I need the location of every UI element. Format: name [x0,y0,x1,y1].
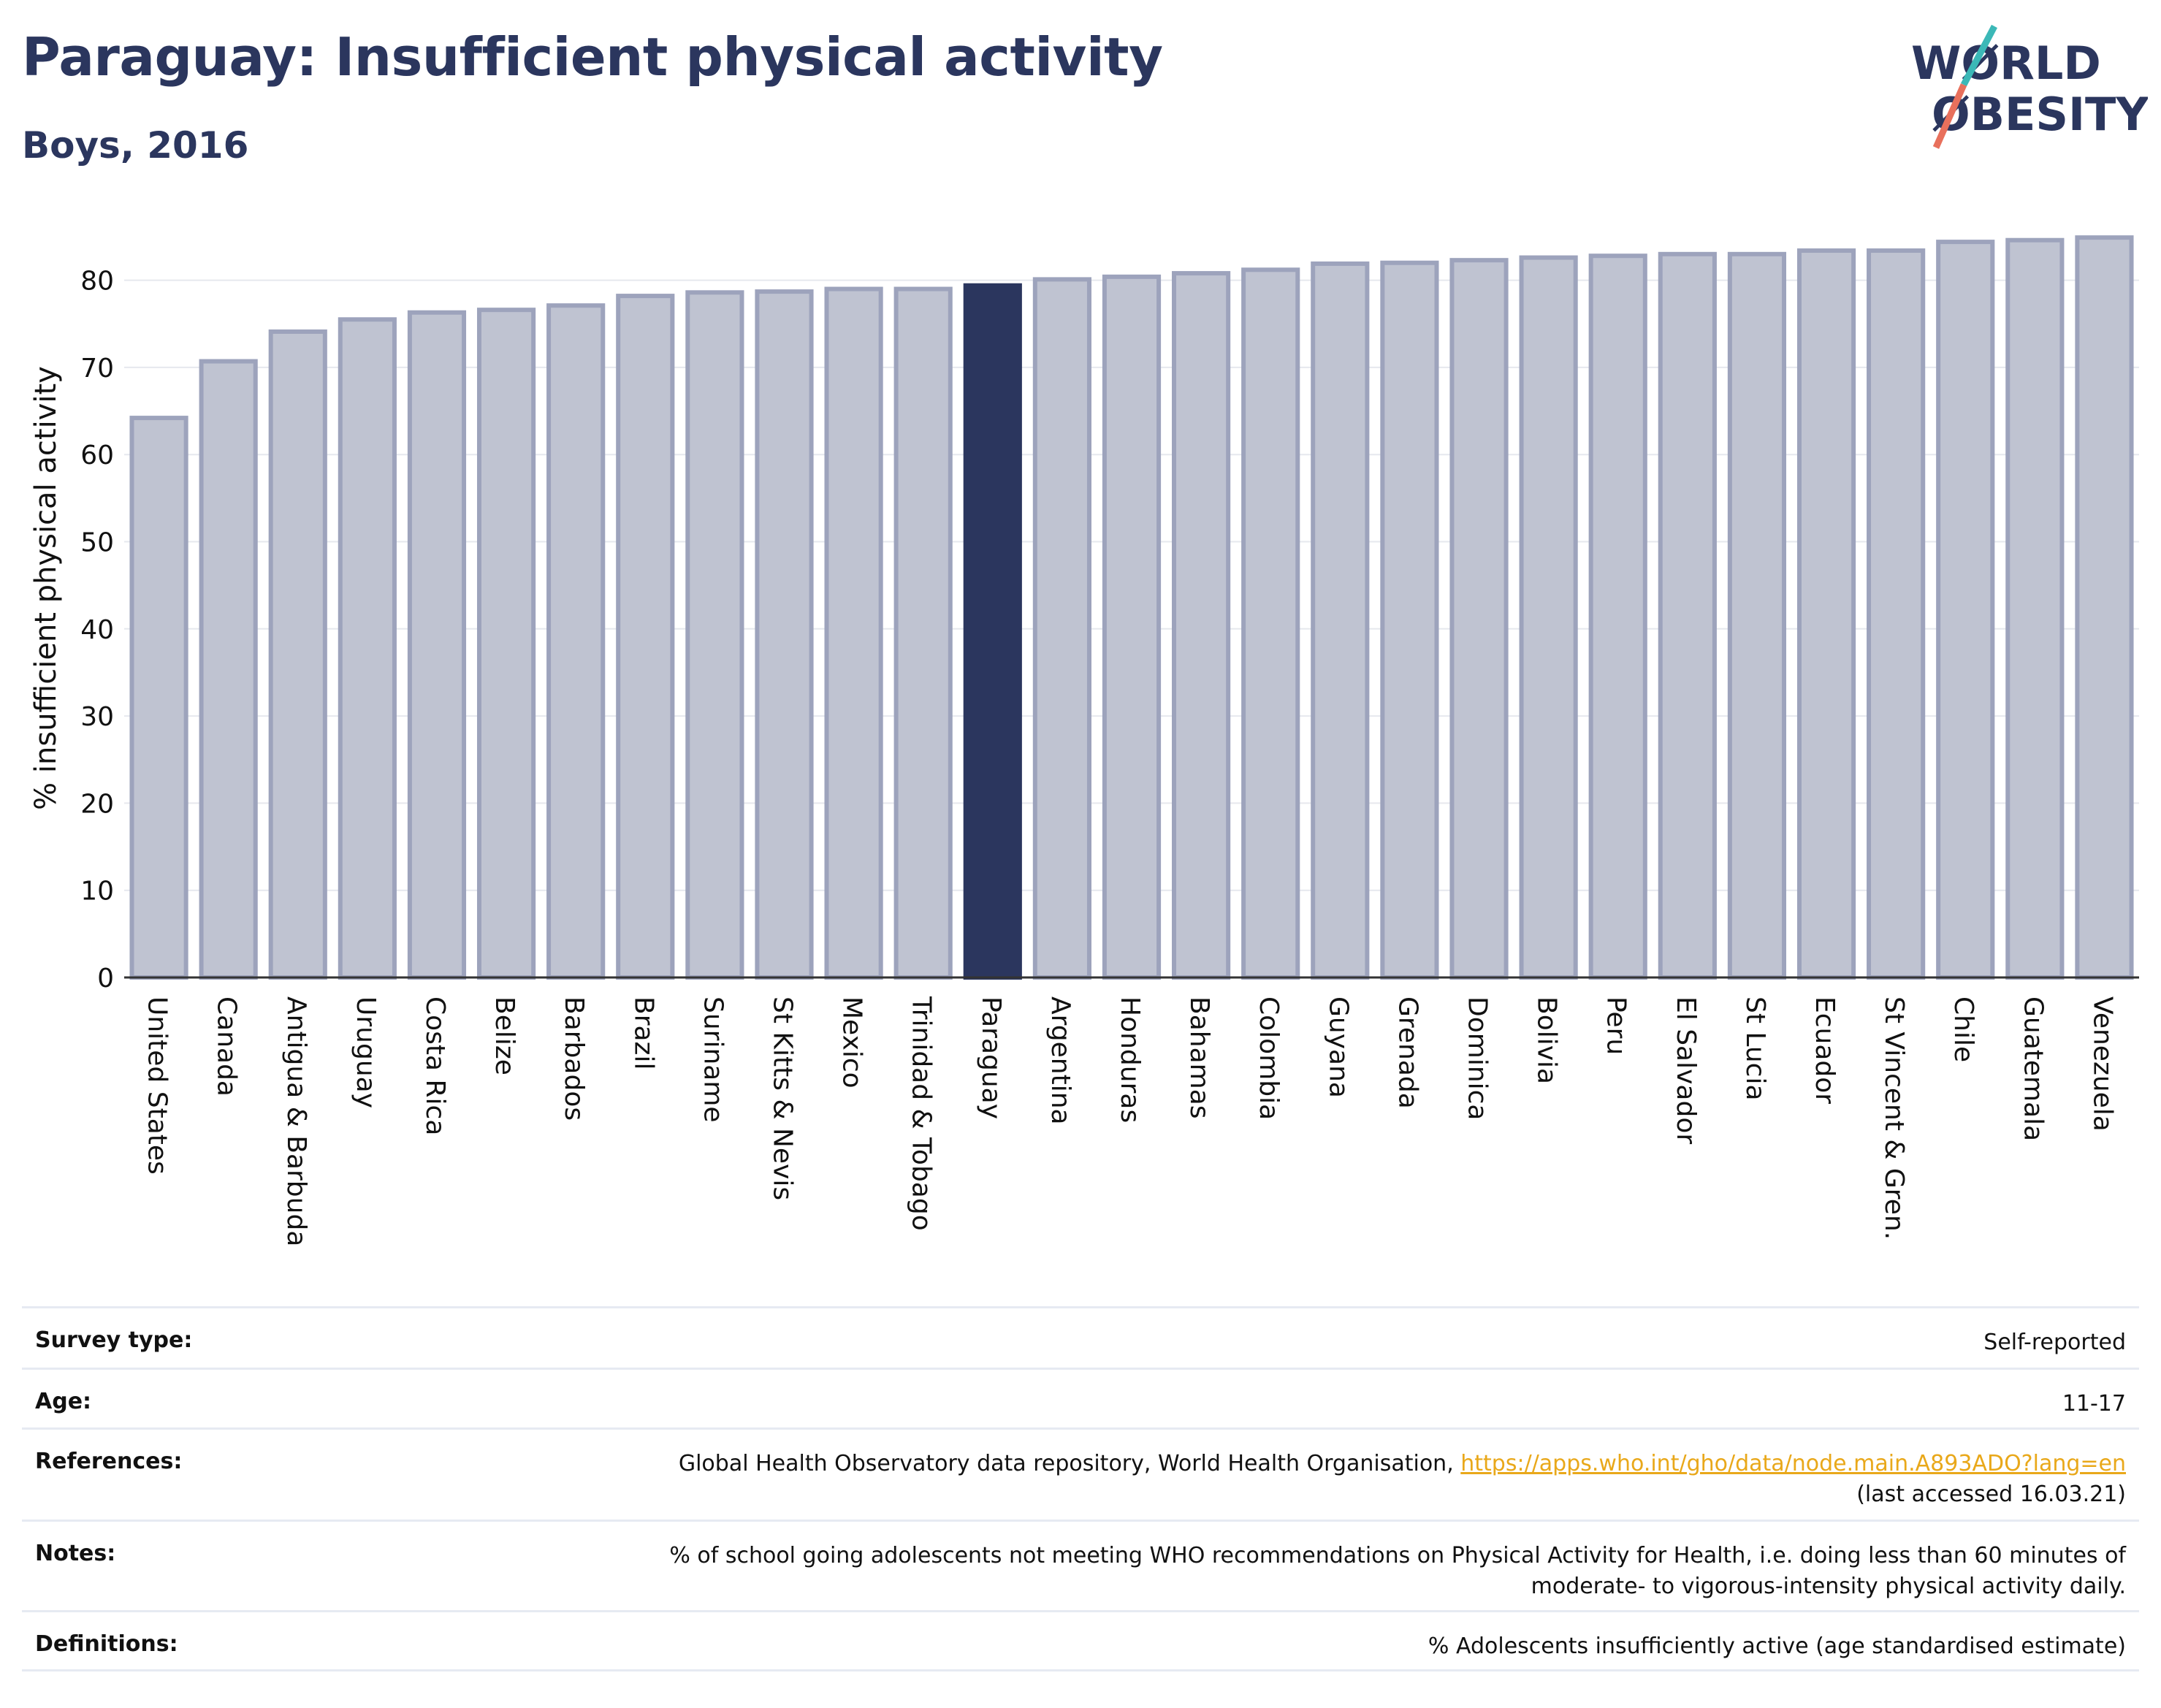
bar-ecuador [1796,248,1856,980]
x-tick-label: Antigua & Barbuda [281,996,311,1246]
x-tick-label: St Lucia [1740,996,1770,1101]
x-tick-label: Costa Rica [420,996,450,1135]
bar-bahamas [1172,271,1231,980]
bar-honduras [1102,274,1162,980]
x-tick-label: Paraguay [976,996,1006,1119]
logo-line-1: WØRLD [1911,37,2101,90]
bar-mexico [824,286,883,980]
bar-guatemala [2005,237,2065,980]
references-value: Global Health Observatory data repositor… [679,1449,2126,1510]
bar-belize [476,308,536,980]
definitions-value: % Adolescents insufficiently active (age… [1428,1633,2126,1659]
bar-brazil [616,294,675,980]
x-tick-label: Bahamas [1184,996,1214,1119]
x-tick-label: Guatemala [2018,996,2048,1141]
x-tick-label: Suriname [698,996,728,1123]
bar-canada [199,359,258,980]
references-text: Global Health Observatory data repositor… [678,1451,1461,1476]
notes-row: Notes: % of school going adolescents not… [22,1520,2139,1610]
x-tick-label: United States [142,996,172,1175]
bars [129,235,2134,980]
x-tick-label: Canada [212,996,242,1097]
references-label: References: [35,1449,183,1474]
x-tick-label: Dominica [1463,996,1493,1121]
bar-uruguay [338,317,397,980]
age-row: Age: 11-17 [22,1368,2139,1427]
logo-slash-coral-icon [1932,83,1967,149]
y-tick-label: 30 [80,702,114,732]
x-tick-label: Belize [489,996,519,1075]
logo-slash-teal-icon [1961,24,1997,87]
bar-suriname [685,290,744,980]
bar-chart: 0 10 20 30 40 50 60 70 80 United States Canada Anti… [29,235,2139,1246]
bar-costa-rica [407,310,467,980]
x-tick-label: Chile [1948,996,1978,1062]
y-tick-label: 20 [80,789,114,819]
x-tick-label: Barbados [559,996,589,1121]
notes-line-1: % of school going adolescents not meetin… [669,1543,2126,1568]
bar-peru [1588,253,1647,980]
age-label: Age: [35,1389,92,1414]
notes-line-2: moderate- to vigorous-intensity physical… [1531,1574,2126,1599]
survey-type-label: Survey type: [35,1327,193,1353]
bar-barbados [546,303,606,980]
y-tick-label: 70 [80,354,114,384]
bar-colombia [1241,267,1300,980]
x-tick-label: Ecuador [1810,996,1840,1104]
age-value: 11-17 [2062,1391,2126,1417]
bar-trinidad-tobago [893,286,953,980]
bar-dominica [1449,258,1509,980]
bar-paraguay [963,283,1022,980]
x-tick-label: Guyana [1323,996,1353,1098]
x-tick-label: St Vincent & Gren. [1879,996,1909,1240]
x-tick-label: Bolivia [1532,996,1562,1084]
references-accessed: (last accessed 16.03.21) [1856,1482,2126,1507]
logo-line-2: ØBESITY [1932,88,2148,141]
y-tick-label: 50 [80,528,114,558]
references-link[interactable]: https://apps.who.int/gho/data/node.main.… [1460,1451,2126,1476]
y-tick-label: 0 [97,964,114,994]
x-tick-label: Brazil [628,996,658,1070]
y-tick-label: 80 [80,267,114,297]
page-title: Paraguay: Insufficient physical activity [22,26,1163,88]
x-tick-label: Grenada [1392,996,1422,1109]
y-axis-label: % insufficient physical activity [29,366,63,810]
x-tick-label: El Salvador [1671,996,1701,1144]
bar-st-kitts-nevis [755,289,814,980]
bar-grenada [1380,260,1439,980]
bar-bolivia [1519,255,1578,980]
x-tick-label: Mexico [837,996,867,1089]
x-tick-label: Venezuela [2087,996,2117,1132]
x-tick-label: Peru [1601,996,1631,1055]
x-tick-label: Uruguay [351,996,381,1108]
notes-label: Notes: [35,1541,116,1566]
x-tick-label: St Kitts & Nevis [767,996,797,1200]
bar-st-vincent-gren- [1867,248,1926,980]
references-row: References: Global Health Observatory da… [22,1427,2139,1520]
x-tick-label: Colombia [1254,996,1284,1120]
definitions-row: Definitions: % Adolescents insufficientl… [22,1610,2139,1671]
bar-st-lucia [1727,251,1787,980]
page-subtitle: Boys, 2016 [22,124,249,167]
axes: 0 10 20 30 40 50 60 70 80 United States Canada Anti… [80,267,2139,1246]
bar-venezuela [2075,235,2134,980]
y-tick-label: 10 [80,877,114,907]
bar-antigua-barbuda [268,329,327,980]
x-tick-label: Argentina [1045,996,1075,1125]
world-obesity-logo: WØRLD ØBESITY [1911,24,2148,149]
survey-type-row: Survey type: Self-reported [22,1306,2139,1368]
bar-argentina [1032,277,1091,980]
bar-guyana [1311,261,1370,980]
bar-chile [1936,240,1995,980]
definitions-label: Definitions: [35,1631,178,1657]
y-tick-label: 60 [80,441,114,470]
bar-united-states [129,416,188,980]
x-tick-label: Honduras [1115,996,1145,1123]
notes-value: % of school going adolescents not meetin… [669,1541,2126,1602]
info-table: Survey type: Self-reported Age: 11-17 Re… [22,1306,2139,1671]
survey-type-value: Self-reported [1983,1330,2126,1355]
bar-el-salvador [1658,251,1717,980]
y-tick-label: 40 [80,615,114,645]
x-tick-label: Trinidad & Tobago [907,996,937,1231]
